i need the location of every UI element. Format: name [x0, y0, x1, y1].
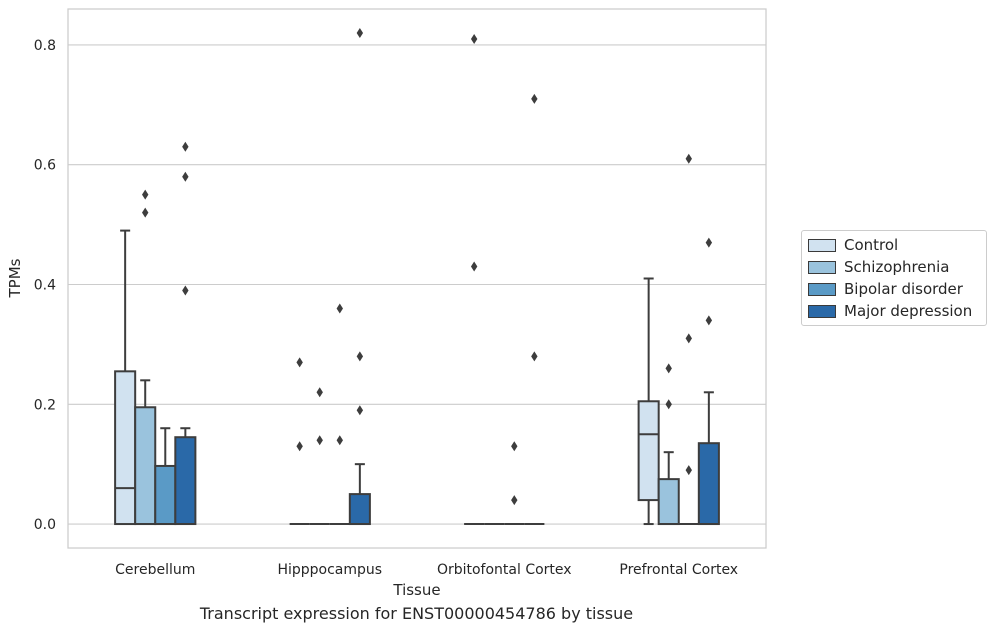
series-bipolar-disorder: [154, 153, 699, 526]
box: [504, 441, 525, 526]
box-body: [697, 442, 720, 526]
outlier-point: [356, 27, 364, 38]
grid-lines: [68, 44, 766, 525]
box: [309, 387, 330, 526]
box-body: [637, 400, 660, 502]
outlier-point: [316, 387, 323, 398]
x-axis-label: Tissue: [392, 581, 440, 599]
y-tick-label: 0.4: [34, 277, 56, 293]
box: [464, 33, 485, 526]
outlier-point: [296, 441, 303, 452]
outlier-point: [356, 351, 364, 362]
outlier-point: [665, 363, 672, 374]
box-body: [657, 478, 680, 526]
x-tick-label: Prefrontal Cortex: [619, 562, 738, 578]
y-tick-label: 0.2: [34, 397, 56, 413]
legend-swatch-control: [808, 238, 836, 252]
y-axis-label: TPMs: [6, 258, 24, 298]
x-tick-label: Cerebellum: [115, 562, 195, 578]
legend-item-schizophrenia: Schizophrenia: [808, 256, 949, 278]
y-tick-label: 0.0: [34, 517, 56, 533]
outlier-point: [470, 261, 478, 272]
x-tick-label: Orbitofontal Cortex: [437, 562, 572, 578]
outlier-point: [336, 303, 343, 314]
box: [289, 357, 310, 526]
plot-area-frame: [67, 8, 767, 549]
legend-label-major-depression: Major depression: [844, 302, 973, 320]
box: [154, 427, 177, 526]
y-tick-label: 0.8: [34, 38, 56, 54]
x-tick-labels: Cerebellum Hipppocampus Orbitofontal Corte…: [115, 562, 738, 578]
box: [678, 153, 699, 526]
outlier-point: [356, 405, 364, 416]
outlier-point: [470, 33, 478, 44]
box-body: [134, 406, 157, 526]
box: [348, 27, 371, 526]
outlier-point: [685, 333, 692, 344]
outlier-point: [705, 315, 713, 326]
outlier-point: [296, 357, 303, 368]
series-schizophrenia: [134, 189, 680, 526]
outlier-point: [336, 435, 343, 446]
legend-label-schizophrenia: Schizophrenia: [844, 258, 950, 276]
y-tick-label: 0.6: [34, 158, 56, 174]
legend-label-control: Control: [844, 236, 899, 254]
legend-label-bipolar-disorder: Bipolar disorder: [844, 280, 963, 298]
outlier-point: [182, 141, 189, 152]
chart-caption: Transcript expression for ENST0000045478…: [199, 604, 634, 623]
outlier-point: [142, 207, 149, 218]
x-tick-label: Hipppocampus: [277, 562, 382, 578]
series-major-depression: [174, 27, 720, 526]
legend-swatch-schizophrenia: [808, 260, 836, 274]
box: [134, 189, 157, 526]
box: [329, 303, 350, 526]
legend-swatch-major-depression: [808, 304, 836, 318]
outlier-point: [511, 495, 518, 506]
box: [637, 277, 660, 526]
legend-item-major-depression: Major depression: [808, 300, 972, 322]
outlier-point: [182, 171, 189, 182]
outlier-point: [316, 435, 323, 446]
outlier-point: [685, 465, 692, 476]
box-body: [348, 493, 371, 526]
y-tick-labels: 0.0 0.2 0.4 0.6 0.8: [34, 38, 56, 533]
outlier-point: [142, 189, 149, 200]
box: [524, 93, 545, 526]
outlier-point: [705, 237, 713, 248]
outlier-point: [511, 441, 518, 452]
outlier-point: [665, 399, 672, 410]
box: [697, 237, 720, 526]
outlier-point: [182, 285, 189, 296]
box: [174, 141, 197, 526]
legend-swatch-bipolar-disorder: [808, 282, 836, 296]
box-body: [174, 436, 197, 526]
legend-item-bipolar-disorder: Bipolar disorder: [808, 278, 963, 300]
box: [657, 363, 680, 526]
legend-item-control: Control: [808, 234, 898, 256]
series-control: [114, 33, 660, 526]
outlier-point: [685, 153, 692, 164]
outlier-point: [531, 351, 538, 362]
legend: Control Schizophrenia Bipolar disorder M…: [801, 230, 987, 326]
box-body: [114, 370, 137, 526]
box-body: [154, 464, 177, 526]
outlier-point: [531, 93, 538, 104]
box: [114, 229, 137, 526]
box-series: [114, 27, 720, 526]
